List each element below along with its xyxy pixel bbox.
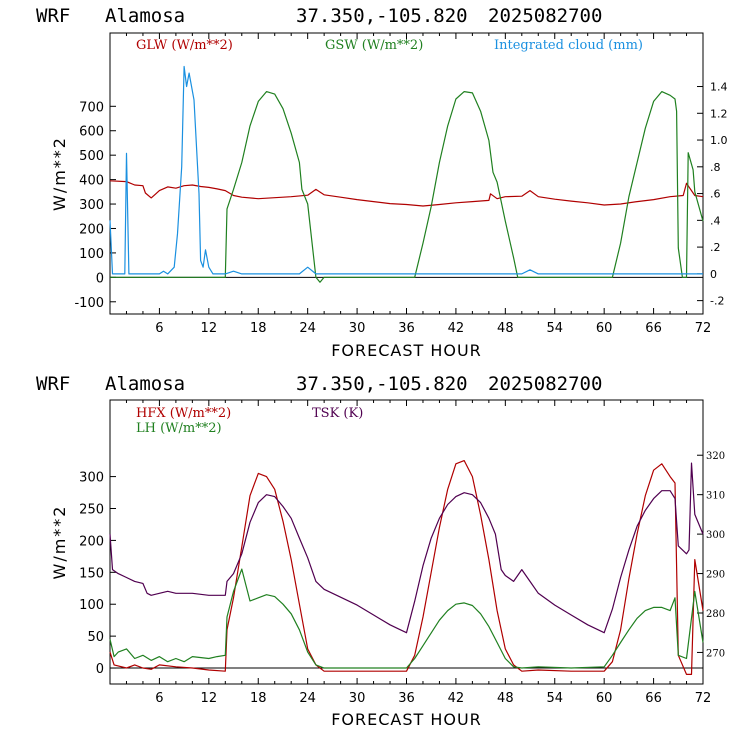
y2-tick-label: 310: [706, 491, 725, 502]
y-tick-label: 500: [79, 149, 104, 164]
x-tick-label: 60: [596, 321, 613, 336]
chart-title: WRF Alamosa 37.350,-105.820 2025082700: [36, 373, 602, 395]
x-axis: 6 12 18 24 30 36 42 48 54 60 66 72 FORECAST HOUR: [125, 400, 712, 729]
x-tick-label: 12: [201, 321, 218, 336]
legend-entry-integrated: Integrated cloud (mm): [494, 38, 643, 53]
y-tick-label: -100: [74, 296, 104, 311]
x-tick-label: 6: [155, 691, 163, 706]
series-line-hfx: [109, 460, 704, 675]
x-tick-label: 60: [596, 691, 613, 706]
x-tick-label: 54: [546, 321, 563, 336]
y2-tick-label: .2: [710, 241, 721, 254]
y-tick-label: 400: [79, 174, 104, 189]
y2-tick-label: 290: [706, 570, 725, 581]
y2-tick-label: 280: [706, 609, 725, 620]
y2-tick-label: 1.0: [710, 134, 728, 147]
x-tick-label: 54: [546, 691, 563, 706]
x-tick-label: 30: [349, 691, 366, 706]
title-coords: 37.350,-105.820: [296, 373, 468, 395]
y-tick-label: 200: [79, 534, 104, 549]
series-group: [109, 65, 704, 283]
x-tick-label: 72: [695, 321, 712, 336]
x-tick-label: 66: [645, 321, 662, 336]
x-tick-label: 48: [497, 691, 514, 706]
title-init-time: 2025082700: [488, 373, 602, 395]
series-line-integrated: [109, 65, 703, 275]
y-tick-label: 200: [79, 222, 104, 237]
x-tick-label: 66: [645, 691, 662, 706]
x-tick-label: 18: [250, 321, 267, 336]
y-tick-label: 600: [79, 125, 104, 140]
y-tick-label: 50: [87, 630, 104, 645]
y2-tick-label: .6: [710, 188, 721, 201]
y2-tick-label: .4: [710, 214, 721, 227]
y-tick-label: 0: [96, 271, 104, 286]
x-tick-label: 24: [299, 691, 316, 706]
series-line-lh: [109, 568, 704, 669]
y-tick-label: 300: [79, 471, 104, 486]
x-tick-label: 30: [349, 321, 366, 336]
y-tick-label: 100: [79, 598, 104, 613]
x-tick-label: 42: [448, 321, 465, 336]
title-station: Alamosa: [105, 5, 185, 27]
x-tick-label: 6: [155, 321, 163, 336]
y2-tick-label: 1.4: [710, 81, 728, 94]
y2-tick-label: .8: [710, 161, 721, 174]
x-tick-label: 48: [497, 321, 514, 336]
title-model: WRF: [36, 5, 70, 27]
x-tick-label: 36: [398, 691, 415, 706]
y-axis-left: -100 0 100 200 300 400 500 600 700 W/m**2: [50, 100, 116, 311]
title-coords: 37.350,-105.820: [296, 5, 468, 27]
y-tick-label: 0: [96, 662, 104, 677]
y-axis-right: 270 280 290 300 310 320: [697, 451, 725, 659]
legend-entry-gsw: GSW (W/m**2): [325, 38, 423, 53]
y-tick-label: 250: [79, 502, 104, 517]
legend-entry-tsk: TSK (K): [312, 406, 363, 421]
title-init-time: 2025082700: [488, 5, 602, 27]
series-group: [109, 460, 704, 675]
x-tick-label: 18: [250, 691, 267, 706]
x-tick-label: 12: [201, 691, 218, 706]
chart-panel-1: WRF Alamosa 37.350,-105.820 2025082700 6 12 18…: [36, 5, 728, 360]
legend-entry-lh: LH (W/m**2): [136, 421, 222, 436]
title-model: WRF: [36, 373, 70, 395]
title-station: Alamosa: [105, 373, 185, 395]
y2-tick-label: 1.2: [710, 107, 728, 120]
series-line-gsw: [110, 91, 704, 283]
y-tick-label: 150: [79, 566, 104, 581]
y-tick-label: 300: [79, 198, 104, 213]
y2-tick-label: 300: [706, 530, 725, 541]
y2-tick-label: 270: [706, 648, 725, 659]
x-tick-label: 42: [448, 691, 465, 706]
x-axis: 6 12 18 24 30 36 42 48 54 60 66 72 FORECAST HOUR: [125, 33, 712, 360]
chart-panel-2: WRF Alamosa 37.350,-105.820 2025082700 6 12 18…: [36, 373, 725, 729]
y-axis-right: -.2 0 .2 .4 .6 .8 1.0 1.2 1.4: [697, 81, 728, 308]
y2-tick-label: 0: [710, 268, 717, 281]
y2-tick-label: 320: [706, 451, 725, 462]
legend-entry-hfx: HFX (W/m**2): [136, 406, 231, 421]
y-tick-label: 100: [79, 247, 104, 262]
x-tick-label: 36: [398, 321, 415, 336]
x-axis-label: FORECAST HOUR: [331, 341, 482, 360]
y2-tick-label: -.2: [710, 295, 724, 308]
legend-entry-glw: GLW (W/m**2): [136, 38, 233, 53]
y-axis-left: 0 50 100 150 200 250 300 W/m**2: [50, 471, 116, 677]
y-axis-label: W/m**2: [50, 136, 69, 211]
y-tick-label: 700: [79, 100, 104, 115]
x-tick-label: 72: [695, 691, 712, 706]
x-axis-label: FORECAST HOUR: [331, 710, 482, 729]
y-axis-label: W/m**2: [50, 505, 69, 580]
chart-title: WRF Alamosa 37.350,-105.820 2025082700: [36, 5, 602, 27]
series-line-tsk: [109, 462, 704, 634]
x-tick-label: 24: [299, 321, 316, 336]
series-line-glw: [109, 180, 704, 207]
